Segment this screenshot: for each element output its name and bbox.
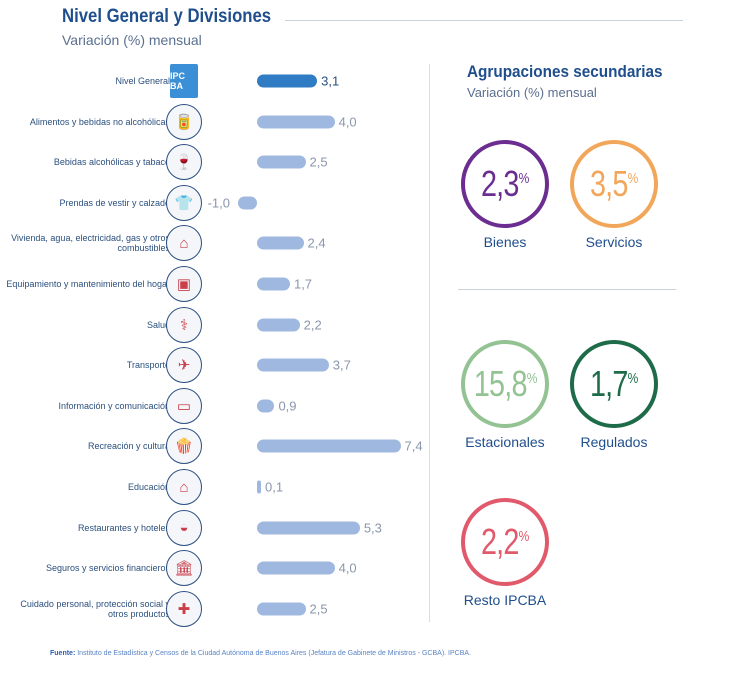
food-icon: 🥫 — [166, 103, 202, 140]
bar — [257, 236, 304, 250]
bar — [257, 74, 318, 88]
value-label: 4,0 — [338, 560, 357, 576]
group-label: Servicios — [585, 234, 643, 250]
house-icon: ⌂ — [166, 225, 202, 262]
group-circle: 1,7% — [570, 340, 658, 428]
value-label: 5,3 — [363, 520, 382, 536]
percent-sign: % — [627, 370, 639, 387]
percent-sign: % — [518, 528, 530, 545]
group-value: 2,3% — [481, 163, 529, 205]
bar — [257, 318, 300, 332]
popcorn-icon: 🍿 — [166, 428, 202, 465]
value-label: -1,0 — [207, 195, 230, 211]
value-label: 0,1 — [265, 479, 284, 495]
secondary-title: Agrupaciones secundarias — [467, 62, 663, 81]
personal-care-icon: ✚ — [166, 590, 202, 627]
value-label: 1,7 — [293, 276, 313, 292]
group-value-number: 2,2 — [481, 521, 519, 562]
group-label: Regulados — [580, 434, 648, 450]
value-label: 4,0 — [338, 114, 357, 130]
value-label: 2,2 — [303, 317, 322, 333]
divider — [458, 289, 676, 290]
category-label: Seguros y servicios financieros — [45, 563, 170, 574]
ipc-ba-logo: IPC BA — [170, 64, 198, 98]
bar — [257, 480, 261, 494]
category-label: Nivel General — [115, 76, 170, 86]
group-value-number: 1,7 — [590, 363, 628, 404]
bank-icon: 🏛 — [166, 550, 202, 587]
category-label: Prendas de vestir y calzado — [59, 197, 170, 208]
divider — [285, 20, 683, 21]
group-circle: 3,5% — [570, 140, 658, 228]
school-icon: ⌂ — [166, 469, 202, 505]
page-subtitle: Variación (%) mensual — [62, 32, 202, 48]
group-label: Resto IPCBA — [463, 592, 547, 608]
percent-sign: % — [526, 370, 537, 387]
group-value-number: 2,3 — [481, 163, 519, 204]
group-value: 2,2% — [481, 521, 529, 563]
group-value: 1,7% — [590, 363, 638, 405]
category-label: Restaurantes y hoteles — [77, 522, 170, 533]
cloche-icon: ◒ — [166, 509, 202, 546]
group-value: 3,5% — [590, 163, 638, 205]
bar — [257, 561, 335, 575]
bar — [257, 115, 335, 129]
value-label: 3,1 — [321, 73, 340, 89]
wine-icon: 🍷 — [166, 144, 202, 181]
category-label: Transporte — [126, 360, 170, 371]
value-label: 2,4 — [307, 235, 326, 251]
doctor-icon: ⚕ — [166, 306, 202, 343]
bar — [257, 155, 306, 169]
group-circle: 2,2% — [461, 498, 549, 586]
percent-sign: % — [627, 170, 639, 187]
category-label: Educación — [127, 482, 170, 492]
category-label: Información y comunicación — [58, 400, 170, 411]
group-value-number: 15,8 — [473, 363, 528, 404]
source-text: Instituto de Estadística y Censos de la … — [75, 650, 471, 657]
bar — [257, 521, 360, 535]
bar — [257, 399, 275, 413]
clothing-icon: 👕 — [166, 184, 202, 221]
category-label: Alimentos y bebidas no alcohólicas — [29, 116, 170, 127]
source-note: Fuente: Instituto de Estadística y Censo… — [50, 650, 471, 657]
page-title: Nivel General y Divisiones — [62, 6, 272, 27]
bar — [257, 439, 401, 453]
bar — [237, 196, 257, 210]
category-label: Salud — [146, 319, 170, 330]
value-label: 0,9 — [278, 398, 297, 414]
group-value-number: 3,5 — [590, 163, 628, 204]
category-label: Equipamiento y mantenimiento del hogar — [6, 279, 170, 289]
category-label: Recreación y cultura — [87, 441, 170, 452]
value-label: 2,5 — [309, 601, 328, 617]
category-label: Cuidado personal, protección social y ot… — [20, 598, 170, 619]
value-label: 3,7 — [332, 357, 351, 373]
divider — [429, 64, 430, 622]
group-label: Estacionales — [465, 434, 545, 450]
appliance-icon: ▣ — [166, 266, 202, 302]
category-label: Vivienda, agua, electricidad, gas y otro… — [11, 233, 170, 254]
group-value: 15,8% — [473, 363, 538, 405]
secondary-subtitle: Variación (%) mensual — [467, 85, 597, 100]
source-label: Fuente: — [50, 650, 76, 657]
bar — [257, 277, 290, 291]
transport-icon: ✈ — [166, 347, 202, 384]
group-circle: 15,8% — [461, 340, 549, 428]
group-circle: 2,3% — [461, 140, 549, 228]
percent-sign: % — [518, 170, 530, 187]
group-label: Bienes — [483, 234, 527, 250]
bar — [257, 602, 306, 616]
value-label: 7,4 — [404, 438, 423, 454]
value-label: 2,5 — [309, 154, 328, 170]
category-label: Bebidas alcohólicas y tabaco — [53, 157, 170, 168]
laptop-icon: ▭ — [166, 387, 202, 424]
bar — [257, 358, 329, 372]
